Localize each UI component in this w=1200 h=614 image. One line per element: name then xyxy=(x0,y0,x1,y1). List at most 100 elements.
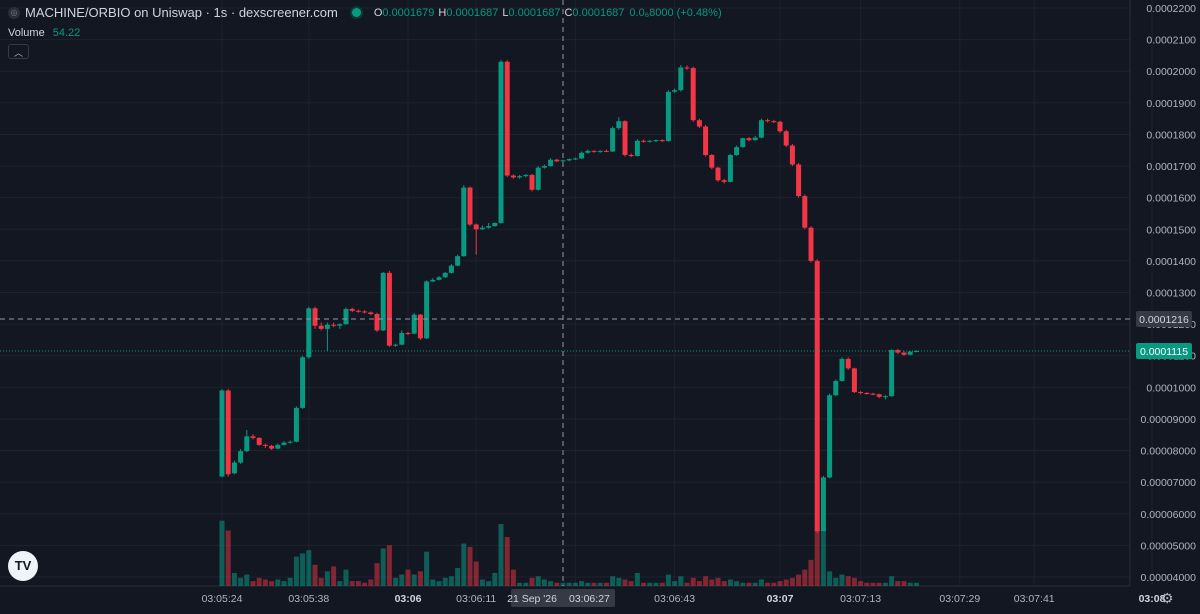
candle xyxy=(281,441,287,446)
candle-body xyxy=(709,154,715,168)
x-tick-label: 03:08 xyxy=(1139,593,1166,605)
candle xyxy=(610,126,616,153)
crosshair-time-badge xyxy=(511,589,615,607)
volume-bar xyxy=(783,579,789,586)
volume-bar xyxy=(380,548,386,586)
candle xyxy=(765,118,771,123)
candle xyxy=(455,254,461,267)
volume-bar xyxy=(820,527,826,586)
gear-icon[interactable]: ⚙ xyxy=(1161,590,1174,606)
volume-bar xyxy=(709,579,715,586)
candle xyxy=(498,60,504,224)
candle xyxy=(417,313,423,340)
candle-body xyxy=(349,308,355,311)
candle xyxy=(585,149,591,154)
candle-body xyxy=(678,67,684,91)
candle xyxy=(225,388,231,477)
volume-bar xyxy=(746,582,752,586)
candle xyxy=(777,120,783,133)
candle xyxy=(684,65,690,70)
volume-bar xyxy=(293,556,299,586)
candle xyxy=(566,158,572,162)
chevron-up-icon: ︿ xyxy=(13,48,23,58)
candle xyxy=(287,440,293,444)
candle-body xyxy=(789,145,795,165)
candle xyxy=(405,332,411,336)
volume-bar xyxy=(560,582,566,586)
candle-body xyxy=(647,140,653,142)
y-tick-label: 0.00009000 xyxy=(1141,414,1197,426)
tradingview-logo-icon[interactable]: TV xyxy=(8,551,38,581)
crosshair-date-label: 21 Sep '26 xyxy=(507,593,557,605)
volume-bar xyxy=(616,577,622,586)
volume-bar xyxy=(777,581,783,586)
volume-bar xyxy=(417,571,423,586)
candle xyxy=(231,460,237,475)
candle xyxy=(690,66,696,122)
volume-bar xyxy=(913,582,919,586)
candle-body xyxy=(727,154,733,182)
candle-body xyxy=(659,140,665,142)
candle-body xyxy=(672,90,678,92)
candle-body xyxy=(820,477,826,532)
candle xyxy=(399,330,405,346)
volume-bar xyxy=(374,563,380,586)
candle xyxy=(913,350,919,353)
volume-bar xyxy=(833,577,839,586)
volume-bar xyxy=(907,582,913,586)
volume-bar xyxy=(250,581,256,586)
volume-bar xyxy=(845,576,851,586)
candle xyxy=(622,120,628,157)
y-tick-label: 0.0002000 xyxy=(1146,66,1196,78)
candle xyxy=(771,119,777,124)
low-value: 0.0001687 xyxy=(508,6,561,19)
candle xyxy=(833,379,839,397)
volume-series xyxy=(219,520,919,586)
candle xyxy=(758,118,764,139)
candle xyxy=(219,388,225,478)
candle-body xyxy=(436,277,442,280)
collapse-legend-button[interactable]: ︿ xyxy=(8,44,29,59)
volume-bar xyxy=(324,571,330,586)
candle-body xyxy=(740,138,746,148)
low-label: L xyxy=(502,6,509,19)
candle-body xyxy=(603,150,609,152)
candle xyxy=(808,226,814,263)
candle-body xyxy=(287,441,293,443)
high-label: H xyxy=(438,6,447,19)
volume-bar xyxy=(870,582,876,586)
candle xyxy=(901,350,907,356)
y-tick-label: 0.0001800 xyxy=(1146,129,1196,141)
candle xyxy=(641,139,647,143)
candle-body xyxy=(858,392,864,394)
candle-body xyxy=(802,196,808,228)
volume-bar xyxy=(765,582,771,586)
candle xyxy=(343,307,349,325)
crosshair-time-label: 03:06:27 xyxy=(569,593,610,605)
candle xyxy=(256,437,262,446)
candle-body xyxy=(417,314,423,339)
candle-body xyxy=(548,159,554,167)
candle-body xyxy=(498,61,504,223)
candle xyxy=(864,392,870,395)
candle-body xyxy=(442,272,448,278)
candle xyxy=(523,173,529,178)
candle xyxy=(752,136,758,141)
change-value: 0.0₆8000 (+0.48%) xyxy=(629,6,722,19)
y-tick-label: 0.00008000 xyxy=(1141,446,1197,458)
candle-body xyxy=(362,311,368,313)
y-tick-label: 0.0001600 xyxy=(1146,193,1196,205)
candle-body xyxy=(231,462,237,474)
y-tick-label: 0.0002200 xyxy=(1146,3,1196,15)
candle-body xyxy=(331,324,337,326)
volume-bar xyxy=(715,577,721,586)
y-tick-label: 0.00006000 xyxy=(1141,509,1197,521)
candle xyxy=(591,150,597,153)
volume-bar xyxy=(882,582,888,586)
candle-body xyxy=(256,437,262,445)
y-tick-label: 0.0001700 xyxy=(1146,161,1196,173)
volume-bar xyxy=(362,582,368,586)
candle xyxy=(703,124,709,157)
volume-bar xyxy=(306,550,312,586)
